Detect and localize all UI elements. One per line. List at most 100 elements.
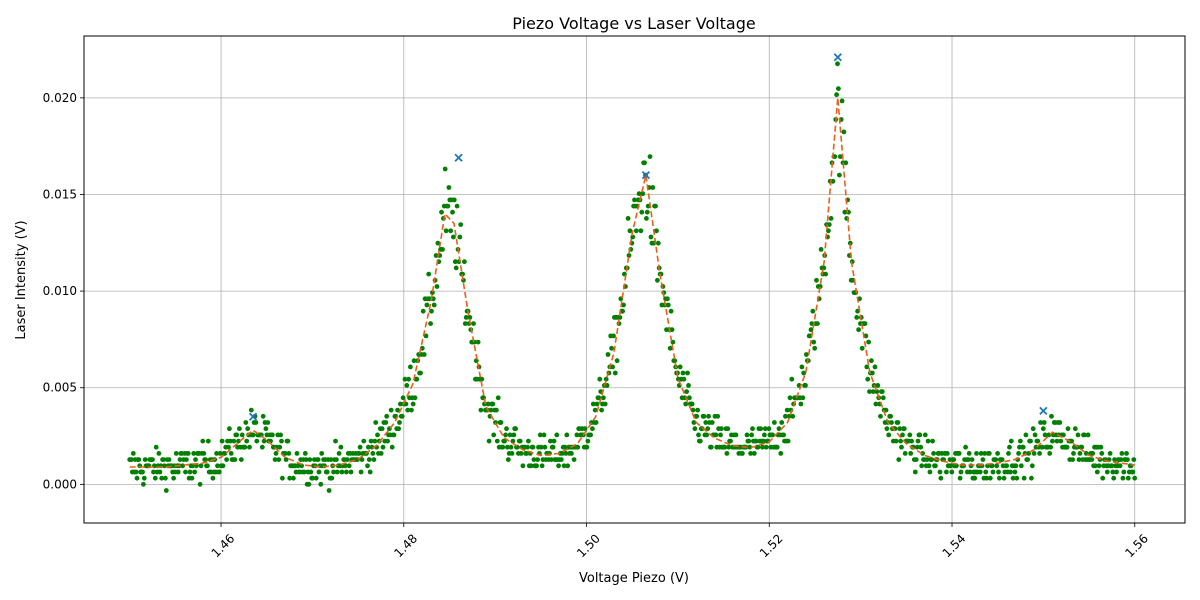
data-point: [886, 432, 892, 438]
data-point: [302, 451, 308, 456]
data-point: [689, 401, 695, 407]
data-point: [590, 401, 596, 407]
data-point: [966, 451, 972, 456]
data-point: [372, 438, 378, 444]
data-point: [1077, 451, 1083, 456]
data-point: [963, 444, 968, 450]
data-point: [750, 426, 755, 432]
data-point: [912, 469, 918, 475]
data-point: [129, 457, 134, 462]
data-point: [1010, 475, 1016, 481]
data-point: [636, 191, 642, 197]
data-point: [1096, 463, 1102, 469]
data-point: [210, 475, 216, 481]
data-point: [878, 413, 883, 419]
data-point: [705, 426, 711, 432]
data-point: [280, 475, 285, 481]
data-point: [997, 475, 1002, 481]
data-point: [359, 457, 365, 462]
peak-marker: [833, 53, 842, 62]
data-point: [801, 370, 807, 376]
data-point: [779, 420, 785, 425]
data-point: [439, 209, 444, 215]
data-point: [870, 389, 876, 394]
data-point: [508, 444, 514, 450]
data-point: [162, 463, 167, 469]
data-point: [418, 370, 423, 376]
data-point: [458, 222, 464, 228]
data-point: [847, 240, 853, 246]
data-point: [175, 469, 181, 475]
data-point: [1132, 475, 1138, 481]
data-point: [1089, 457, 1095, 462]
data-points: [127, 61, 1138, 493]
data-point: [569, 451, 574, 456]
data-point: [602, 401, 608, 407]
data-point: [513, 426, 518, 432]
data-point: [380, 444, 386, 450]
data-point: [854, 315, 860, 320]
data-point: [156, 451, 162, 456]
data-point: [986, 451, 992, 456]
data-point: [173, 451, 179, 456]
data-point: [837, 154, 843, 160]
data-point: [488, 407, 494, 413]
data-point: [153, 444, 159, 450]
data-point: [1038, 420, 1043, 425]
data-point: [753, 438, 759, 444]
data-point: [366, 457, 372, 462]
data-point: [358, 469, 364, 475]
data-point: [368, 438, 374, 444]
data-point: [665, 296, 670, 302]
fit-line: [129, 97, 1135, 468]
data-point: [310, 475, 315, 481]
data-point: [270, 432, 275, 438]
data-point: [1054, 438, 1060, 444]
data-point: [166, 457, 172, 462]
data-point: [790, 413, 796, 419]
data-point: [650, 185, 656, 190]
data-point: [445, 203, 451, 209]
data-point: [1082, 432, 1087, 438]
data-point: [811, 339, 817, 345]
data-point: [1029, 475, 1034, 481]
data-point: [318, 481, 324, 487]
data-point: [571, 457, 577, 462]
data-point: [238, 457, 244, 462]
data-point: [460, 271, 465, 277]
data-point: [295, 463, 301, 469]
data-point: [914, 444, 920, 450]
data-point: [633, 228, 639, 234]
data-point: [907, 432, 913, 438]
data-point: [334, 457, 339, 462]
data-point: [875, 383, 881, 388]
data-point: [1065, 426, 1071, 432]
data-point: [924, 457, 930, 462]
data-point: [498, 420, 504, 425]
data-point: [575, 444, 581, 450]
data-point: [531, 457, 537, 462]
data-point: [896, 457, 902, 462]
data-point: [938, 475, 944, 481]
data-point: [440, 247, 445, 252]
data-point: [944, 451, 950, 456]
data-point: [405, 407, 411, 413]
data-point: [814, 277, 819, 283]
data-point: [520, 463, 526, 469]
data-point: [524, 451, 529, 456]
peak-marker: [1039, 406, 1048, 416]
y-tick-label: 0.005: [43, 381, 77, 395]
data-point: [344, 469, 349, 475]
data-point: [798, 401, 804, 407]
data-point: [1064, 444, 1070, 450]
data-point: [556, 463, 561, 469]
data-point: [253, 420, 259, 425]
data-point: [1004, 463, 1010, 469]
data-point: [201, 451, 207, 456]
data-point: [684, 389, 689, 394]
data-point: [244, 438, 250, 444]
data-point: [307, 457, 313, 462]
data-point: [1007, 444, 1012, 450]
data-point: [610, 364, 615, 370]
data-point: [277, 444, 283, 450]
